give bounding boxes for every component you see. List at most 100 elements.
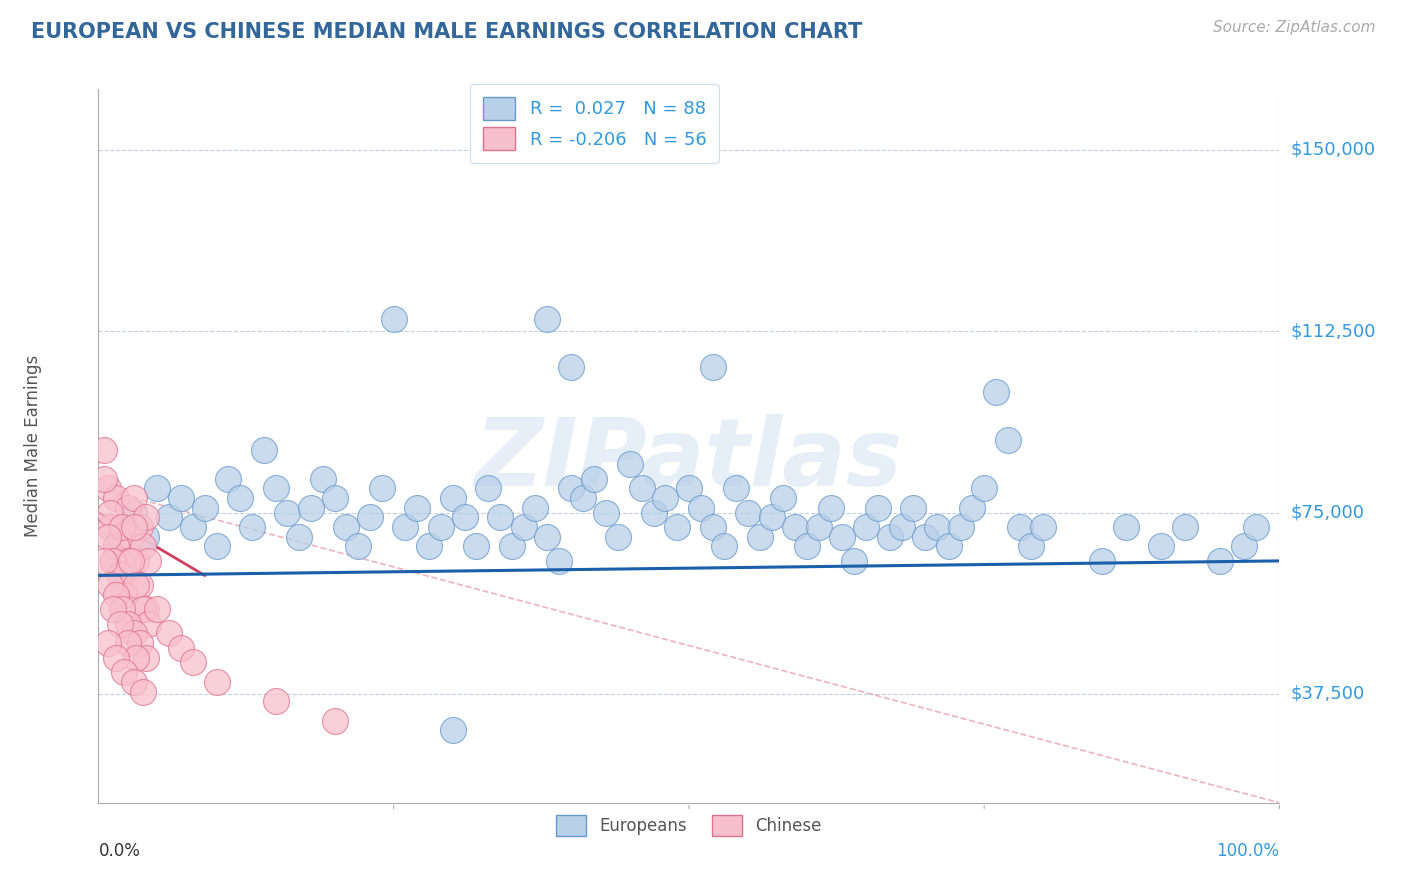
Point [157, 510, 180, 524]
Point [914, 530, 936, 544]
Point [170, 491, 193, 505]
Point [949, 520, 972, 534]
Point [111, 520, 134, 534]
Point [844, 554, 866, 568]
Point [101, 554, 124, 568]
Text: $75,000: $75,000 [1291, 503, 1365, 522]
Point [394, 520, 416, 534]
Point [866, 500, 889, 515]
Point [489, 510, 512, 524]
Point [112, 588, 135, 602]
Point [136, 616, 159, 631]
Point [111, 602, 134, 616]
Text: ZIPatlas: ZIPatlas [475, 414, 903, 507]
Point [111, 520, 134, 534]
Point [97, 481, 120, 495]
Point [453, 510, 475, 524]
Point [713, 540, 735, 554]
Text: $150,000: $150,000 [1291, 141, 1375, 159]
Point [128, 520, 150, 534]
Point [890, 520, 912, 534]
Point [903, 500, 925, 515]
Point [105, 650, 128, 665]
Point [595, 506, 617, 520]
Point [536, 312, 558, 326]
Point [465, 540, 488, 554]
Point [1150, 540, 1173, 554]
Point [725, 481, 748, 495]
Point [93, 442, 115, 457]
Point [194, 500, 217, 515]
Point [1115, 520, 1137, 534]
Point [359, 510, 381, 524]
Point [101, 554, 124, 568]
Point [560, 360, 582, 375]
Point [105, 540, 128, 554]
Point [748, 530, 770, 544]
Point [135, 602, 157, 616]
Point [122, 520, 145, 534]
Point [98, 578, 121, 592]
Point [630, 481, 652, 495]
Point [347, 540, 370, 554]
Point [132, 602, 155, 616]
Point [702, 520, 724, 534]
Point [98, 520, 121, 534]
Point [117, 616, 139, 631]
Point [583, 472, 606, 486]
Point [205, 674, 228, 689]
Point [181, 656, 204, 670]
Point [146, 481, 169, 495]
Point [128, 636, 150, 650]
Point [101, 602, 124, 616]
Text: 100.0%: 100.0% [1216, 842, 1279, 860]
Point [1209, 554, 1232, 568]
Point [122, 491, 145, 505]
Point [97, 636, 120, 650]
Text: $112,500: $112,500 [1291, 322, 1376, 340]
Point [536, 530, 558, 544]
Point [1244, 520, 1267, 534]
Point [112, 578, 135, 592]
Point [122, 674, 145, 689]
Point [571, 491, 593, 505]
Point [1233, 540, 1256, 554]
Point [112, 665, 135, 680]
Point [146, 602, 169, 616]
Point [1008, 520, 1031, 534]
Point [217, 472, 239, 486]
Point [524, 500, 547, 515]
Point [938, 540, 960, 554]
Point [548, 554, 571, 568]
Point [121, 554, 143, 568]
Point [122, 626, 145, 640]
Point [128, 578, 150, 592]
Point [125, 578, 148, 592]
Point [105, 491, 128, 505]
Point [441, 491, 464, 505]
Point [371, 481, 394, 495]
Point [512, 520, 534, 534]
Point [501, 540, 523, 554]
Point [1032, 520, 1054, 534]
Point [240, 520, 263, 534]
Legend: Europeans, Chinese: Europeans, Chinese [548, 806, 830, 845]
Point [135, 510, 157, 524]
Point [264, 481, 287, 495]
Text: $37,500: $37,500 [1291, 685, 1365, 703]
Point [796, 540, 818, 554]
Point [607, 530, 630, 544]
Point [108, 616, 131, 631]
Point [170, 640, 193, 655]
Point [117, 554, 139, 568]
Point [97, 530, 120, 544]
Point [737, 506, 759, 520]
Point [105, 588, 128, 602]
Point [678, 481, 700, 495]
Point [406, 500, 429, 515]
Text: Source: ZipAtlas.com: Source: ZipAtlas.com [1212, 20, 1375, 35]
Point [1174, 520, 1197, 534]
Point [666, 520, 689, 534]
Point [132, 540, 155, 554]
Point [135, 530, 157, 544]
